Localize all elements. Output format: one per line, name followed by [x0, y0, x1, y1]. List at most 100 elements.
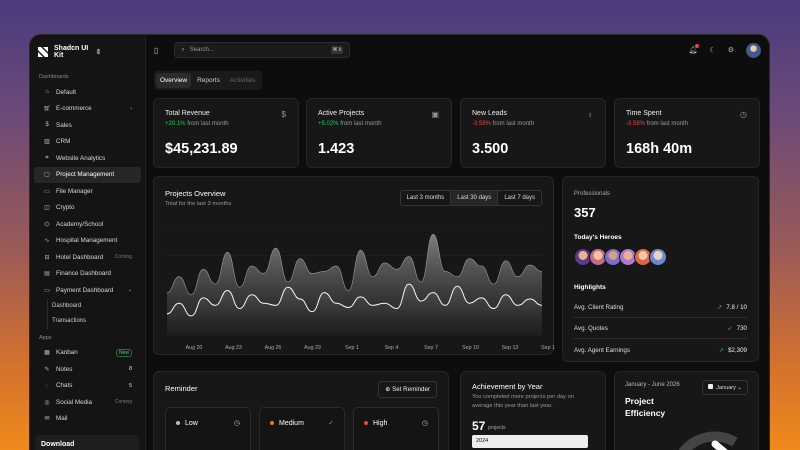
- highlight-row: Avg. Quotes ↙ 730: [574, 319, 747, 339]
- search-placeholder: Search...: [189, 47, 214, 53]
- reminder-priority-high[interactable]: High ◷ Tomorrow 16:30: [353, 407, 439, 450]
- sidebar-item-finance-dashboard[interactable]: ▤ Finance Dashboard: [34, 266, 141, 283]
- sidebar-item-academy-school[interactable]: ⌬ Academy/School: [34, 216, 141, 233]
- chevron-down-icon: ⌄: [737, 385, 742, 391]
- moon-icon[interactable]: ☾: [709, 47, 716, 54]
- achievement-year: 2024: [476, 438, 489, 444]
- sidebar-app-mail[interactable]: ✉ Mail: [34, 411, 141, 428]
- clock-file-icon: ◷: [740, 110, 747, 119]
- range-30-days[interactable]: Last 30 days: [451, 191, 499, 205]
- stat-card-total-revenue: Total Revenue +20.1% from last month $45…: [153, 98, 299, 168]
- nav-label: CRM: [56, 138, 71, 146]
- nav-label: Project Management: [56, 171, 115, 179]
- top-bar: ▯ ⌕ Search... ⌘ k 🔔︎ ☾ ⚙: [146, 35, 769, 65]
- sidebar-item-hotel-dashboard[interactable]: ⊟ Hotel Dashboard Coming: [34, 249, 141, 266]
- series-line-2: [166, 283, 543, 317]
- tab-bar: Overview Reports Activities: [154, 71, 262, 90]
- x-tick-label: Sep 1: [345, 345, 359, 351]
- highlight-row: Avg. Client Rating ↗ 7.8 / 10: [574, 298, 747, 318]
- tab-overview[interactable]: Overview: [156, 73, 192, 88]
- sidebar-item-hospital-management[interactable]: ∿ Hospital Management: [34, 233, 141, 250]
- calendar-icon: [708, 384, 714, 389]
- sidebar-item-sales[interactable]: $ Sales: [34, 117, 141, 134]
- reminder-priority-low[interactable]: Low ◷ Today 12:30: [165, 407, 251, 450]
- x-tick-label: Aug 29: [304, 345, 321, 351]
- highlight-value: $2,309: [728, 346, 747, 354]
- x-tick-label: Sep 7: [424, 345, 438, 351]
- download-card[interactable]: Download: [35, 435, 139, 450]
- sidebar-app-chats[interactable]: ◌ Chats 5: [34, 378, 141, 395]
- month-select[interactable]: January ⌄: [702, 380, 748, 395]
- nav-label: Academy/School: [56, 220, 104, 228]
- tab-activities[interactable]: Activities: [229, 77, 256, 84]
- stat-title: Total Revenue: [165, 110, 210, 117]
- achievement-value: 57: [472, 419, 486, 433]
- x-tick-label: Sep 4: [385, 345, 399, 351]
- sidebar-item-default[interactable]: ⌂ Default: [34, 84, 141, 101]
- range-3-months[interactable]: Last 3 months: [401, 191, 452, 205]
- notes-icon: ✎: [44, 366, 50, 373]
- sidebar-item-payment-dashboard[interactable]: ▭ Payment Dashboard ⌄: [34, 282, 141, 299]
- reminder-priority-medium[interactable]: Medium ✓ Tomorrow 10:00: [259, 407, 345, 450]
- app-window: Shadcn UI Kit ⇕ Dashboards ⌂ Default 🛒︎ E-c…: [29, 34, 770, 450]
- stat-card-new-leads: New Leads -3.58% from last month 3.500 ♁: [460, 98, 606, 168]
- priority-dot: [364, 421, 368, 426]
- efficiency-title: Project Efficiency: [625, 396, 666, 418]
- app-switcher[interactable]: Shadcn UI Kit ⇕: [30, 37, 145, 67]
- stat-value: 168h 40m: [626, 141, 693, 157]
- nav-label: Kanban: [56, 349, 78, 357]
- nav-label: Notes: [56, 365, 73, 373]
- clock-icon[interactable]: ◷: [421, 420, 428, 427]
- chart-title: Projects Overview: [165, 189, 226, 198]
- range-7-days[interactable]: Last 7 days: [504, 195, 535, 201]
- nav-label: E-commerce: [56, 105, 92, 113]
- reminder-card: Reminder ⊕ Set Reminder Low ◷ Today 12:3…: [153, 371, 449, 450]
- sidebar-item-crm[interactable]: ▥ CRM: [34, 134, 141, 151]
- sidebar-item-website-analytics[interactable]: ⌗ Website Analytics: [34, 150, 141, 167]
- sidebar-item-crypto[interactable]: ◫ Crypto: [34, 200, 141, 217]
- card-icon: ▭: [44, 287, 50, 294]
- file-icon: ▭: [44, 188, 50, 195]
- highlight-value-wrap: ↗ $2,309: [719, 347, 747, 354]
- set-reminder-button[interactable]: ⊕ Set Reminder: [378, 381, 437, 398]
- sidebar-app-notes[interactable]: ✎ Notes 8: [34, 361, 141, 378]
- projects-overview-card: Projects Overview Total for the last 3 m…: [153, 176, 555, 355]
- sidebar-app-kanban[interactable]: ▦ Kanban New: [34, 345, 141, 362]
- app-name: Shadcn UI Kit: [54, 45, 89, 59]
- stat-value: $45,231.89: [165, 141, 238, 157]
- stat-change-suffix: from last month: [491, 121, 535, 127]
- gear-icon[interactable]: ⚙: [727, 47, 734, 54]
- stat-change-suffix: from last month: [338, 121, 382, 127]
- nav-label: Sales: [56, 121, 72, 129]
- nav-label: Social Media: [56, 398, 93, 406]
- clock-icon[interactable]: ◷: [233, 420, 240, 427]
- cart-icon: 🛒︎: [43, 106, 51, 113]
- reminder-title: Reminder: [165, 384, 198, 393]
- sidebar-subitem-transactions[interactable]: Transactions: [47, 313, 145, 329]
- achievement-card: Achievement by Year You completed more p…: [460, 371, 606, 450]
- search-input[interactable]: ⌕ Search... ⌘ k: [174, 42, 351, 58]
- nav-label: Hotel Dashboard: [56, 253, 104, 261]
- sidebar-item-project-management[interactable]: ▢ Project Management: [34, 166, 141, 183]
- check-circle-icon[interactable]: ✓: [328, 420, 334, 427]
- chart-subtitle: Total for the last 3 months: [165, 201, 232, 207]
- priority-dot: [270, 421, 274, 426]
- hero-avatar[interactable]: [649, 248, 667, 266]
- sidebar-subitem-dashboard[interactable]: Dashboard: [47, 298, 145, 314]
- month-select-value: January: [716, 385, 736, 391]
- home-icon: ⌂: [45, 89, 49, 96]
- achievement-subtitle: You completed more projects per day on a…: [472, 394, 574, 409]
- series-line-1: [166, 233, 543, 296]
- mail-icon: ✉: [44, 416, 50, 423]
- count-badge: 8: [128, 366, 132, 373]
- sidebar-app-social-media[interactable]: ◎ Social Media Coming: [34, 394, 141, 411]
- sidebar-item-e-commerce[interactable]: 🛒︎ E-commerce ›: [34, 101, 141, 118]
- stat-change-value: -3.58%: [472, 121, 492, 127]
- sidebar-item-file-manager[interactable]: ▭ File Manager: [34, 183, 141, 200]
- highlight-value: 730: [736, 325, 747, 332]
- sidebar-toggle-icon[interactable]: ▯: [154, 45, 159, 55]
- count-badge: 5: [128, 382, 132, 389]
- bell-icon[interactable]: 🔔︎: [689, 44, 700, 54]
- user-avatar[interactable]: [746, 42, 761, 58]
- tab-reports[interactable]: Reports: [197, 77, 220, 84]
